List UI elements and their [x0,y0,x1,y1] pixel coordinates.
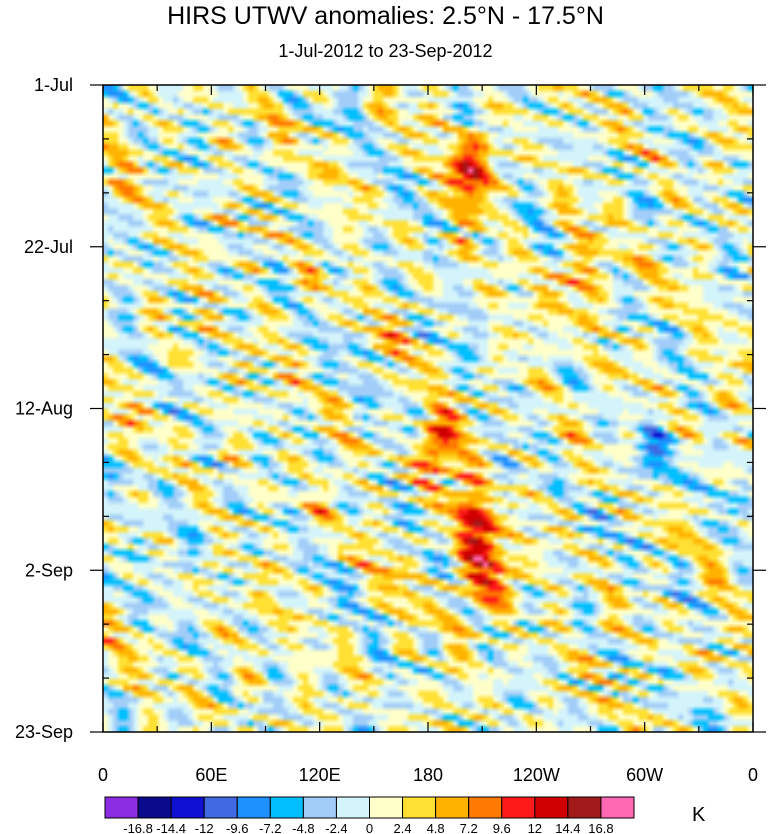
colorbar-swatch [302,796,337,819]
colorbar-label: 0 [366,821,373,834]
x-tick-label: 60E [195,765,227,785]
anomaly-field [103,85,753,732]
colorbar-label: 2.4 [394,821,412,834]
anomaly-raster [103,85,753,732]
colorbar-label: -2.4 [325,821,347,834]
colorbar-swatch [137,796,172,819]
colorbar-swatch [534,796,569,819]
colorbar-swatch [335,796,370,819]
x-tick-label: 0 [748,765,758,785]
colorbar-label: -9.6 [226,821,248,834]
axis-ticks: 0 60E 120E 180 120W 60W 0 1-Jul 22-Jul 12-Aug 2-Se… [15,75,766,785]
colorbar-swatch [402,796,437,819]
colorbar-swatch [269,796,304,819]
colorbar-swatch [501,796,536,819]
colorbar-swatch [104,796,139,819]
y-tick-label: 22-Jul [24,237,73,257]
y-tick-label: 2-Sep [25,560,73,580]
y-tick-label: 1-Jul [34,75,73,95]
x-tick-label: 120E [299,765,341,785]
colorbar-label: -7.2 [259,821,281,834]
colorbar-label: 7.2 [460,821,478,834]
colorbar-swatch [468,796,503,819]
colorbar-swatch [600,796,635,819]
colorbar: -16.8 -14.4 -12 -9.6 -7.2 -4.8 -2.4 0 2.4 4.8 7.2 9… [104,796,635,834]
y-tick-label: 12-Aug [15,399,73,419]
colorbar-units: K [692,804,706,826]
colorbar-label: 9.6 [493,821,511,834]
chart-subtitle: 1-Jul-2012 to 23-Sep-2012 [278,41,493,61]
colorbar-label: -12 [195,821,214,834]
colorbar-label: -14.4 [156,821,186,834]
x-tick-label: 0 [98,765,108,785]
colorbar-label: 12 [528,821,542,834]
colorbar-label: -16.8 [123,821,153,834]
x-tick-label: 120W [513,765,560,785]
colorbar-label: 16.8 [588,821,613,834]
colorbar-swatch [369,796,404,819]
colorbar-swatch [236,796,271,819]
colorbar-swatch [567,796,602,819]
colorbar-swatch [170,796,205,819]
colorbar-swatch [203,796,238,819]
chart-title: HIRS UTWV anomalies: 2.5°N - 17.5°N [167,2,604,30]
colorbar-label: -4.8 [292,821,314,834]
x-tick-label: 180 [413,765,443,785]
colorbar-swatch [435,796,470,819]
colorbar-label: 4.8 [427,821,445,834]
y-tick-label: 23-Sep [15,722,73,742]
colorbar-label: 14.4 [555,821,580,834]
x-tick-label: 60W [626,765,663,785]
